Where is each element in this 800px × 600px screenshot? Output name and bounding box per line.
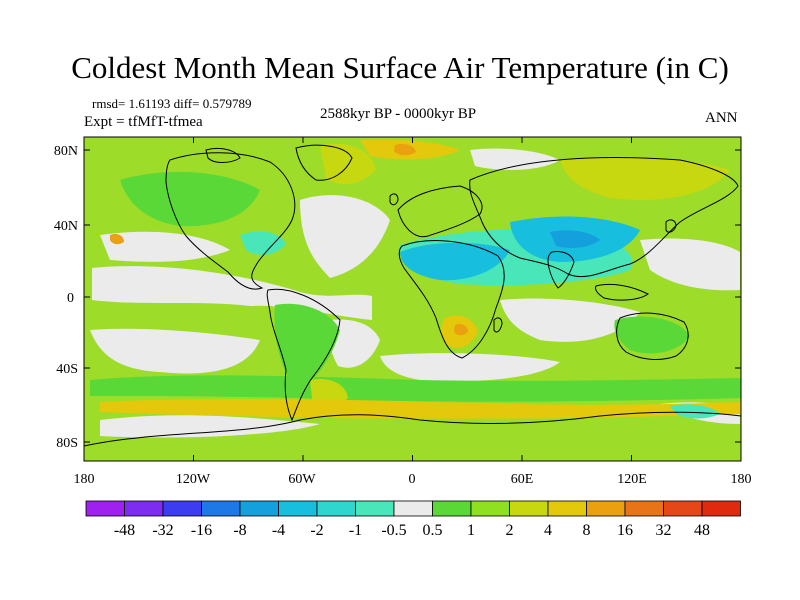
warm-hot-arctic-spot <box>394 143 416 156</box>
colorbar-labels: -48 -32 -16 -8 -4 -2 -1 -0.5 0.5 1 2 4 8 16 32 48 <box>114 522 710 539</box>
coastline-se-asia-islands <box>595 283 649 301</box>
neutral-patch-n-atlantic <box>300 195 390 278</box>
warm-small-south-ocean <box>90 375 741 402</box>
warm-high-southern-band <box>100 398 741 419</box>
neutral-patch-n-pacific <box>100 231 230 262</box>
lon-tick-label-120w: 120W <box>176 472 211 487</box>
longitude-tick-labels: 180 120W 60W 0 60E 120E 180 <box>74 472 752 487</box>
colorbar-swatch <box>162 500 202 517</box>
coastline-madagascar <box>493 317 503 333</box>
warm-hot-africa-spot <box>454 323 468 336</box>
lat-tick-label-80n: 80N <box>54 144 78 159</box>
season-label: ANN <box>705 110 738 126</box>
lon-tick-label-180e: 180 <box>731 472 752 487</box>
colorbar-label: -0.5 <box>381 522 406 539</box>
cool-small-n-atlantic <box>240 231 286 255</box>
neutral-patch-arctic <box>470 148 560 170</box>
coastline-asia <box>469 156 739 278</box>
warm-med-patagonia <box>310 378 348 406</box>
coastline-south-america <box>266 288 341 422</box>
lat-tick-label-40s: 40S <box>56 362 78 377</box>
coastline-north-america <box>165 152 296 290</box>
colorbar-swatch <box>470 500 510 517</box>
lon-tick-label-60e: 60E <box>511 472 534 487</box>
coastline-japan <box>665 219 677 233</box>
coastline-arctic-islands <box>205 147 241 163</box>
colorbar-label: -48 <box>114 522 135 539</box>
neutral-patch-indian <box>500 298 640 342</box>
lon-tick-label-60w: 60W <box>288 472 316 487</box>
warm-small-australia <box>614 316 690 354</box>
cool-small-antarctic-east <box>670 404 720 419</box>
cool-strong-tibet <box>550 230 600 248</box>
axis-ticks <box>83 137 742 461</box>
colorbar-swatch <box>316 500 356 517</box>
figure-title: Coldest Month Mean Surface Air Temperatu… <box>71 50 729 85</box>
colorbar-swatch <box>432 500 472 517</box>
colorbar-label: 8 <box>583 522 591 539</box>
colorbar-swatch <box>586 500 626 517</box>
neutral-patch-s-atlantic <box>329 319 380 368</box>
colorbar-label: 0.5 <box>423 522 443 539</box>
colorbar-swatch <box>85 500 125 517</box>
neutral-patch-south-band <box>380 353 560 382</box>
colorbar-label: -4 <box>272 522 285 539</box>
coastlines <box>83 144 742 447</box>
colorbar-swatch <box>509 500 549 517</box>
map-panel <box>83 136 742 462</box>
lat-tick-label-40n: 40N <box>54 219 78 234</box>
colorbar-swatch <box>393 500 433 517</box>
colorbar-swatch <box>239 500 279 517</box>
colorbar-label: 1 <box>467 522 475 539</box>
coastline-antarctica <box>83 411 742 447</box>
colorbar-label: 32 <box>656 522 672 539</box>
colorbar-swatch <box>547 500 587 517</box>
warm-small-s-america <box>274 303 340 392</box>
colorbar-label: 48 <box>694 522 710 539</box>
neutral-patch-antarctic <box>100 415 320 438</box>
experiment-label: Expt = tfMfT-tfmea <box>84 114 203 130</box>
colorbar-swatch <box>355 500 395 517</box>
warm-small-n-america <box>120 171 260 227</box>
warm-med-greenland <box>320 143 376 185</box>
colorbar-label: 4 <box>544 522 552 539</box>
colorbar-label: -1 <box>349 522 362 539</box>
colorbar-label: -32 <box>152 522 173 539</box>
colorbar-swatch <box>663 500 703 517</box>
coastline-uk <box>389 193 399 206</box>
stats-text: rmsd= 1.61193 diff= 0.579789 <box>92 96 252 111</box>
neutral-patch-w-pacific <box>640 238 740 291</box>
colorbar-label: 2 <box>506 522 514 539</box>
lat-tick-label-0: 0 <box>67 291 74 306</box>
cool-med-sahara <box>400 242 510 281</box>
latitude-tick-labels: 80N 40N 0 40S 80S <box>54 144 78 451</box>
colorbar-swatch <box>124 500 164 517</box>
lat-tick-label-80s: 80S <box>56 436 78 451</box>
lon-tick-label-120e: 120E <box>617 472 647 487</box>
colorbar-swatch <box>701 500 741 517</box>
coastline-europe <box>397 185 483 238</box>
lon-tick-label-180w: 180 <box>74 472 95 487</box>
neutral-patch-s-pacific <box>90 328 260 374</box>
lon-tick-label-0: 0 <box>409 472 416 487</box>
colorbar <box>85 500 741 517</box>
warm-med-siberia <box>560 156 730 200</box>
colorbar-label: -2 <box>310 522 323 539</box>
coastline-australia <box>616 312 689 360</box>
coastline-africa <box>398 240 505 359</box>
colorbar-swatch <box>278 500 318 517</box>
coastline-india <box>547 251 575 289</box>
colorbar-label: 16 <box>617 522 633 539</box>
warm-hot-pacific-spot <box>110 233 124 245</box>
coastline-greenland <box>295 144 353 181</box>
period-label: 2588kyr BP - 0000kyr BP <box>320 106 477 122</box>
colorbar-label: -8 <box>233 522 246 539</box>
colorbar-swatch <box>201 500 241 517</box>
colorbar-swatch <box>624 500 664 517</box>
colorbar-label: -16 <box>191 522 212 539</box>
